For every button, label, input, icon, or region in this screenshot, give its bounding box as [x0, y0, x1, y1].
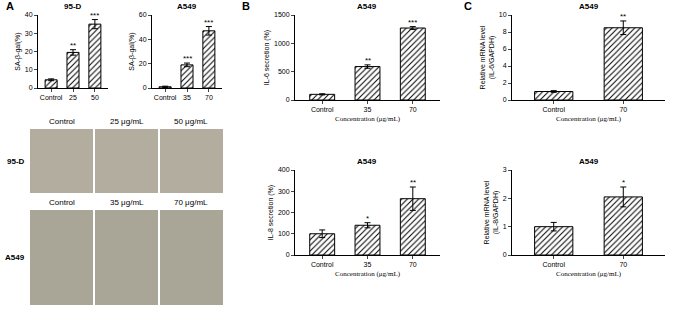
svg-text:A549: A549: [357, 157, 377, 166]
svg-text:**: **: [620, 12, 626, 21]
svg-text:300: 300: [278, 188, 290, 195]
svg-text:Relative mRNA level(IL-8/GAPDH: Relative mRNA level(IL-8/GAPDH): [483, 180, 500, 244]
svg-text:0: 0: [29, 84, 33, 91]
svg-text:Control: Control: [40, 94, 63, 101]
svg-text:35: 35: [183, 94, 191, 101]
svg-text:IL-6 secretion (%): IL-6 secretion (%): [263, 30, 271, 85]
svg-text:0: 0: [503, 251, 507, 258]
svg-text:40: 40: [25, 11, 33, 18]
svg-text:20: 20: [25, 48, 33, 55]
svg-text:*: *: [622, 178, 625, 187]
svg-text:Concentration (μg/mL): Concentration (μg/mL): [335, 115, 401, 123]
svg-text:2: 2: [503, 79, 507, 86]
svg-text:70: 70: [619, 261, 627, 268]
svg-text:40: 40: [139, 36, 147, 43]
svg-text:30: 30: [25, 30, 33, 37]
svg-text:35: 35: [364, 261, 372, 268]
svg-text:Control: Control: [542, 261, 565, 268]
svg-text:200: 200: [278, 209, 290, 216]
svg-text:A: A: [6, 0, 14, 12]
svg-text:0: 0: [503, 96, 507, 103]
svg-text:70: 70: [205, 94, 213, 101]
svg-text:Control: Control: [49, 117, 75, 126]
svg-text:C: C: [464, 0, 472, 12]
svg-text:3: 3: [503, 166, 507, 173]
svg-text:Concentration (μg/mL): Concentration (μg/mL): [556, 270, 622, 278]
svg-text:A549: A549: [357, 2, 377, 11]
svg-text:35: 35: [364, 106, 372, 113]
svg-text:SA-β-gal(%): SA-β-gal(%): [128, 32, 136, 70]
svg-text:4: 4: [503, 62, 507, 69]
svg-text:70: 70: [619, 106, 627, 113]
svg-text:1500: 1500: [274, 11, 290, 18]
svg-text:500: 500: [278, 68, 290, 75]
svg-text:2: 2: [503, 195, 507, 202]
svg-text:8: 8: [503, 28, 507, 35]
svg-text:10: 10: [25, 66, 33, 73]
svg-text:95-D: 95-D: [7, 157, 25, 166]
svg-text:**: **: [70, 41, 76, 50]
svg-text:***: ***: [408, 18, 417, 27]
svg-text:***: ***: [90, 11, 99, 20]
svg-text:Control: Control: [311, 261, 334, 268]
svg-text:50 μg/mL: 50 μg/mL: [174, 117, 208, 126]
svg-text:25: 25: [69, 94, 77, 101]
svg-text:100: 100: [278, 230, 290, 237]
svg-text:Relative mRNA level(IL-6/GAPDH: Relative mRNA level(IL-6/GAPDH): [479, 25, 496, 89]
svg-text:70 μg/mL: 70 μg/mL: [174, 198, 208, 207]
svg-text:B: B: [242, 0, 250, 12]
svg-text:Concentration (μg/mL): Concentration (μg/mL): [556, 115, 622, 123]
svg-text:*: *: [366, 214, 369, 223]
svg-text:Control: Control: [49, 198, 75, 207]
svg-text:A549: A549: [5, 253, 25, 262]
svg-text:***: ***: [204, 18, 213, 27]
svg-text:0: 0: [143, 84, 147, 91]
svg-text:1: 1: [503, 223, 507, 230]
svg-text:Control: Control: [154, 94, 177, 101]
svg-text:70: 70: [409, 261, 417, 268]
svg-text:***: ***: [183, 54, 192, 63]
svg-text:Concentration (μg/mL): Concentration (μg/mL): [335, 270, 401, 278]
svg-text:0: 0: [286, 96, 290, 103]
svg-text:25 μg/mL: 25 μg/mL: [110, 117, 144, 126]
svg-text:Control: Control: [542, 106, 565, 113]
svg-text:SA-β-gal(%): SA-β-gal(%): [14, 32, 22, 70]
svg-text:IL-8 secretion (%): IL-8 secretion (%): [267, 185, 275, 240]
svg-text:10: 10: [499, 11, 507, 18]
svg-text:95-D: 95-D: [64, 2, 82, 11]
svg-text:Control: Control: [311, 106, 334, 113]
svg-text:35 μg/mL: 35 μg/mL: [110, 198, 144, 207]
svg-text:60: 60: [139, 11, 147, 18]
svg-text:1000: 1000: [274, 40, 290, 47]
svg-text:20: 20: [139, 60, 147, 67]
svg-text:A549: A549: [579, 2, 599, 11]
svg-text:A549: A549: [177, 2, 197, 11]
svg-text:70: 70: [409, 106, 417, 113]
svg-text:400: 400: [278, 166, 290, 173]
svg-text:50: 50: [91, 94, 99, 101]
svg-text:A549: A549: [579, 157, 599, 166]
svg-text:0: 0: [286, 251, 290, 258]
svg-text:6: 6: [503, 45, 507, 52]
svg-text:**: **: [410, 178, 416, 187]
svg-text:**: **: [365, 56, 371, 65]
